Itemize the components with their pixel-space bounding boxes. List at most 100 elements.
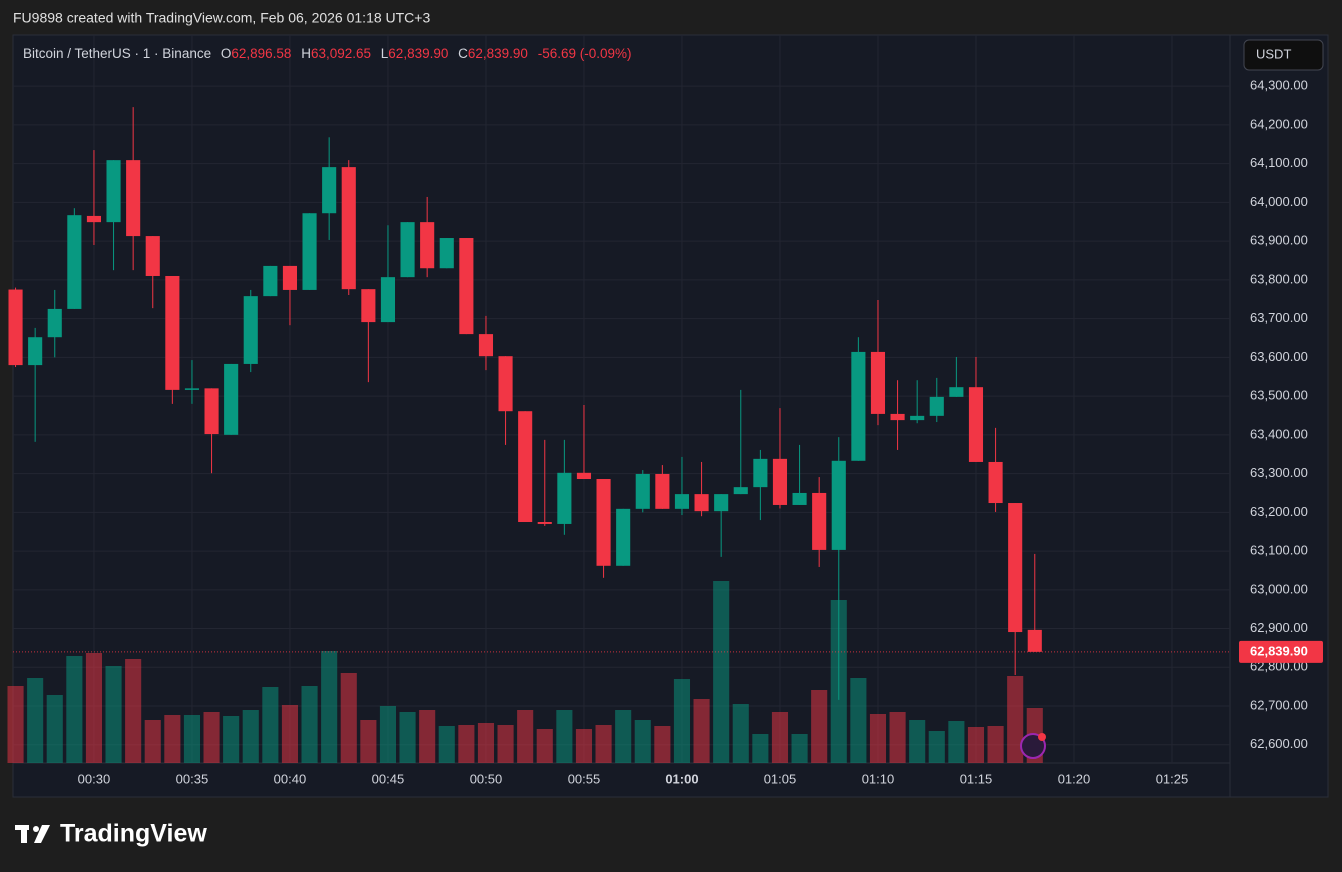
candle-body: [322, 167, 337, 214]
volume-bar: [948, 721, 965, 763]
candle-body: [537, 522, 552, 524]
volume-bar: [105, 666, 122, 763]
volume-bar: [438, 726, 455, 763]
volume-bar: [340, 673, 357, 763]
x-tick-label: 00:40: [274, 771, 307, 786]
candle-body: [126, 160, 141, 237]
currency[interactable]: USDT: [1256, 46, 1291, 61]
volume-bar: [654, 726, 671, 763]
volume-bar: [360, 720, 377, 763]
candle-body: [674, 494, 690, 509]
x-tick-label: 01:00: [665, 771, 698, 786]
currency-button[interactable]: [1243, 39, 1324, 71]
candle-body: [361, 289, 376, 323]
candle-body: [459, 238, 474, 335]
candle-body: [420, 222, 435, 269]
candle-body: [596, 479, 611, 566]
volume-bar: [7, 686, 24, 763]
candle-body: [263, 265, 278, 297]
volume-bar: [987, 726, 1004, 763]
volume-bar: [615, 710, 632, 763]
candle-body: [243, 296, 258, 364]
last-price-box: [1239, 640, 1323, 663]
volume-bar: [497, 725, 514, 763]
candle-body: [812, 492, 827, 550]
candle-body: [165, 275, 180, 390]
candle-body: [224, 363, 239, 435]
volume-bar: [458, 725, 475, 763]
volume-bar: [301, 686, 318, 763]
candle-body: [870, 351, 886, 414]
x-tick-label: 01:05: [764, 771, 797, 786]
volume-bar: [223, 716, 240, 763]
volume-bar: [27, 678, 44, 763]
volume-bar: [281, 705, 299, 763]
legend-high: 63,092.65: [311, 46, 371, 61]
volume-bar: [203, 712, 220, 763]
volume-bar: [575, 729, 593, 763]
candle-body: [8, 289, 23, 366]
candle-body: [478, 334, 494, 357]
candle-body: [929, 396, 944, 416]
y-tick-label: 63,100.00: [1250, 543, 1308, 558]
volume-bar: [889, 712, 906, 763]
volume-bar: [967, 727, 985, 763]
alert-dot: [1038, 733, 1046, 741]
volume-bar: [595, 725, 612, 763]
y-tick-label: 63,700.00: [1250, 310, 1308, 325]
volume-bar: [771, 712, 789, 763]
candle-body: [28, 337, 43, 366]
volume-bar: [164, 715, 181, 763]
volume-bar: [791, 734, 808, 763]
volume-bar: [144, 720, 161, 763]
candle-body: [616, 508, 631, 566]
candle-body: [714, 494, 729, 512]
alert-icon: [1020, 733, 1046, 759]
volume-bar: [1007, 676, 1024, 763]
candle-body: [988, 461, 1003, 504]
candle-body: [145, 236, 160, 276]
y-tick-label: 64,000.00: [1250, 194, 1308, 209]
x-tick-label: 00:45: [372, 771, 405, 786]
volume-bar: [125, 659, 142, 763]
candle-body: [910, 415, 925, 421]
candle-body: [204, 388, 219, 435]
volume-bar: [66, 656, 83, 763]
volume-bar: [713, 581, 730, 763]
y-tick-label: 62,600.00: [1250, 736, 1308, 751]
logo: TradingView: [60, 820, 207, 848]
legend-c: C: [458, 46, 468, 61]
y-tick-label: 64,100.00: [1250, 155, 1308, 170]
y-tick-label: 64,200.00: [1250, 116, 1308, 131]
candle-body: [341, 167, 356, 290]
last-price-label: 62,839.90: [1250, 643, 1308, 658]
candle-body: [890, 413, 905, 421]
volume-bar: [869, 714, 887, 763]
candle-body: [733, 487, 748, 495]
symbol: Bitcoin / TetherUS · 1 · Binance: [23, 46, 211, 61]
candle-body: [1027, 629, 1042, 652]
x-tick-label: 00:35: [176, 771, 209, 786]
candle-body: [47, 308, 62, 338]
volume-bar: [242, 710, 259, 763]
legend-h: H: [301, 46, 311, 61]
volume-bar: [850, 678, 867, 763]
volume-bar: [262, 687, 279, 763]
candle-body: [753, 458, 768, 488]
candle-body: [184, 388, 200, 390]
legend-o: O: [221, 46, 232, 61]
volume-bar: [732, 704, 749, 763]
candle-body: [106, 160, 121, 223]
legend-l: L: [381, 46, 389, 61]
candle-body: [282, 265, 298, 290]
volume-bar: [909, 720, 926, 763]
legend-open: 62,896.58: [231, 46, 291, 61]
candle-body: [86, 215, 102, 223]
candle-layer: [8, 107, 1230, 700]
candle-body: [851, 351, 866, 461]
candle-body: [67, 215, 82, 309]
candle-body: [655, 473, 670, 509]
logo-icon: [15, 825, 50, 843]
